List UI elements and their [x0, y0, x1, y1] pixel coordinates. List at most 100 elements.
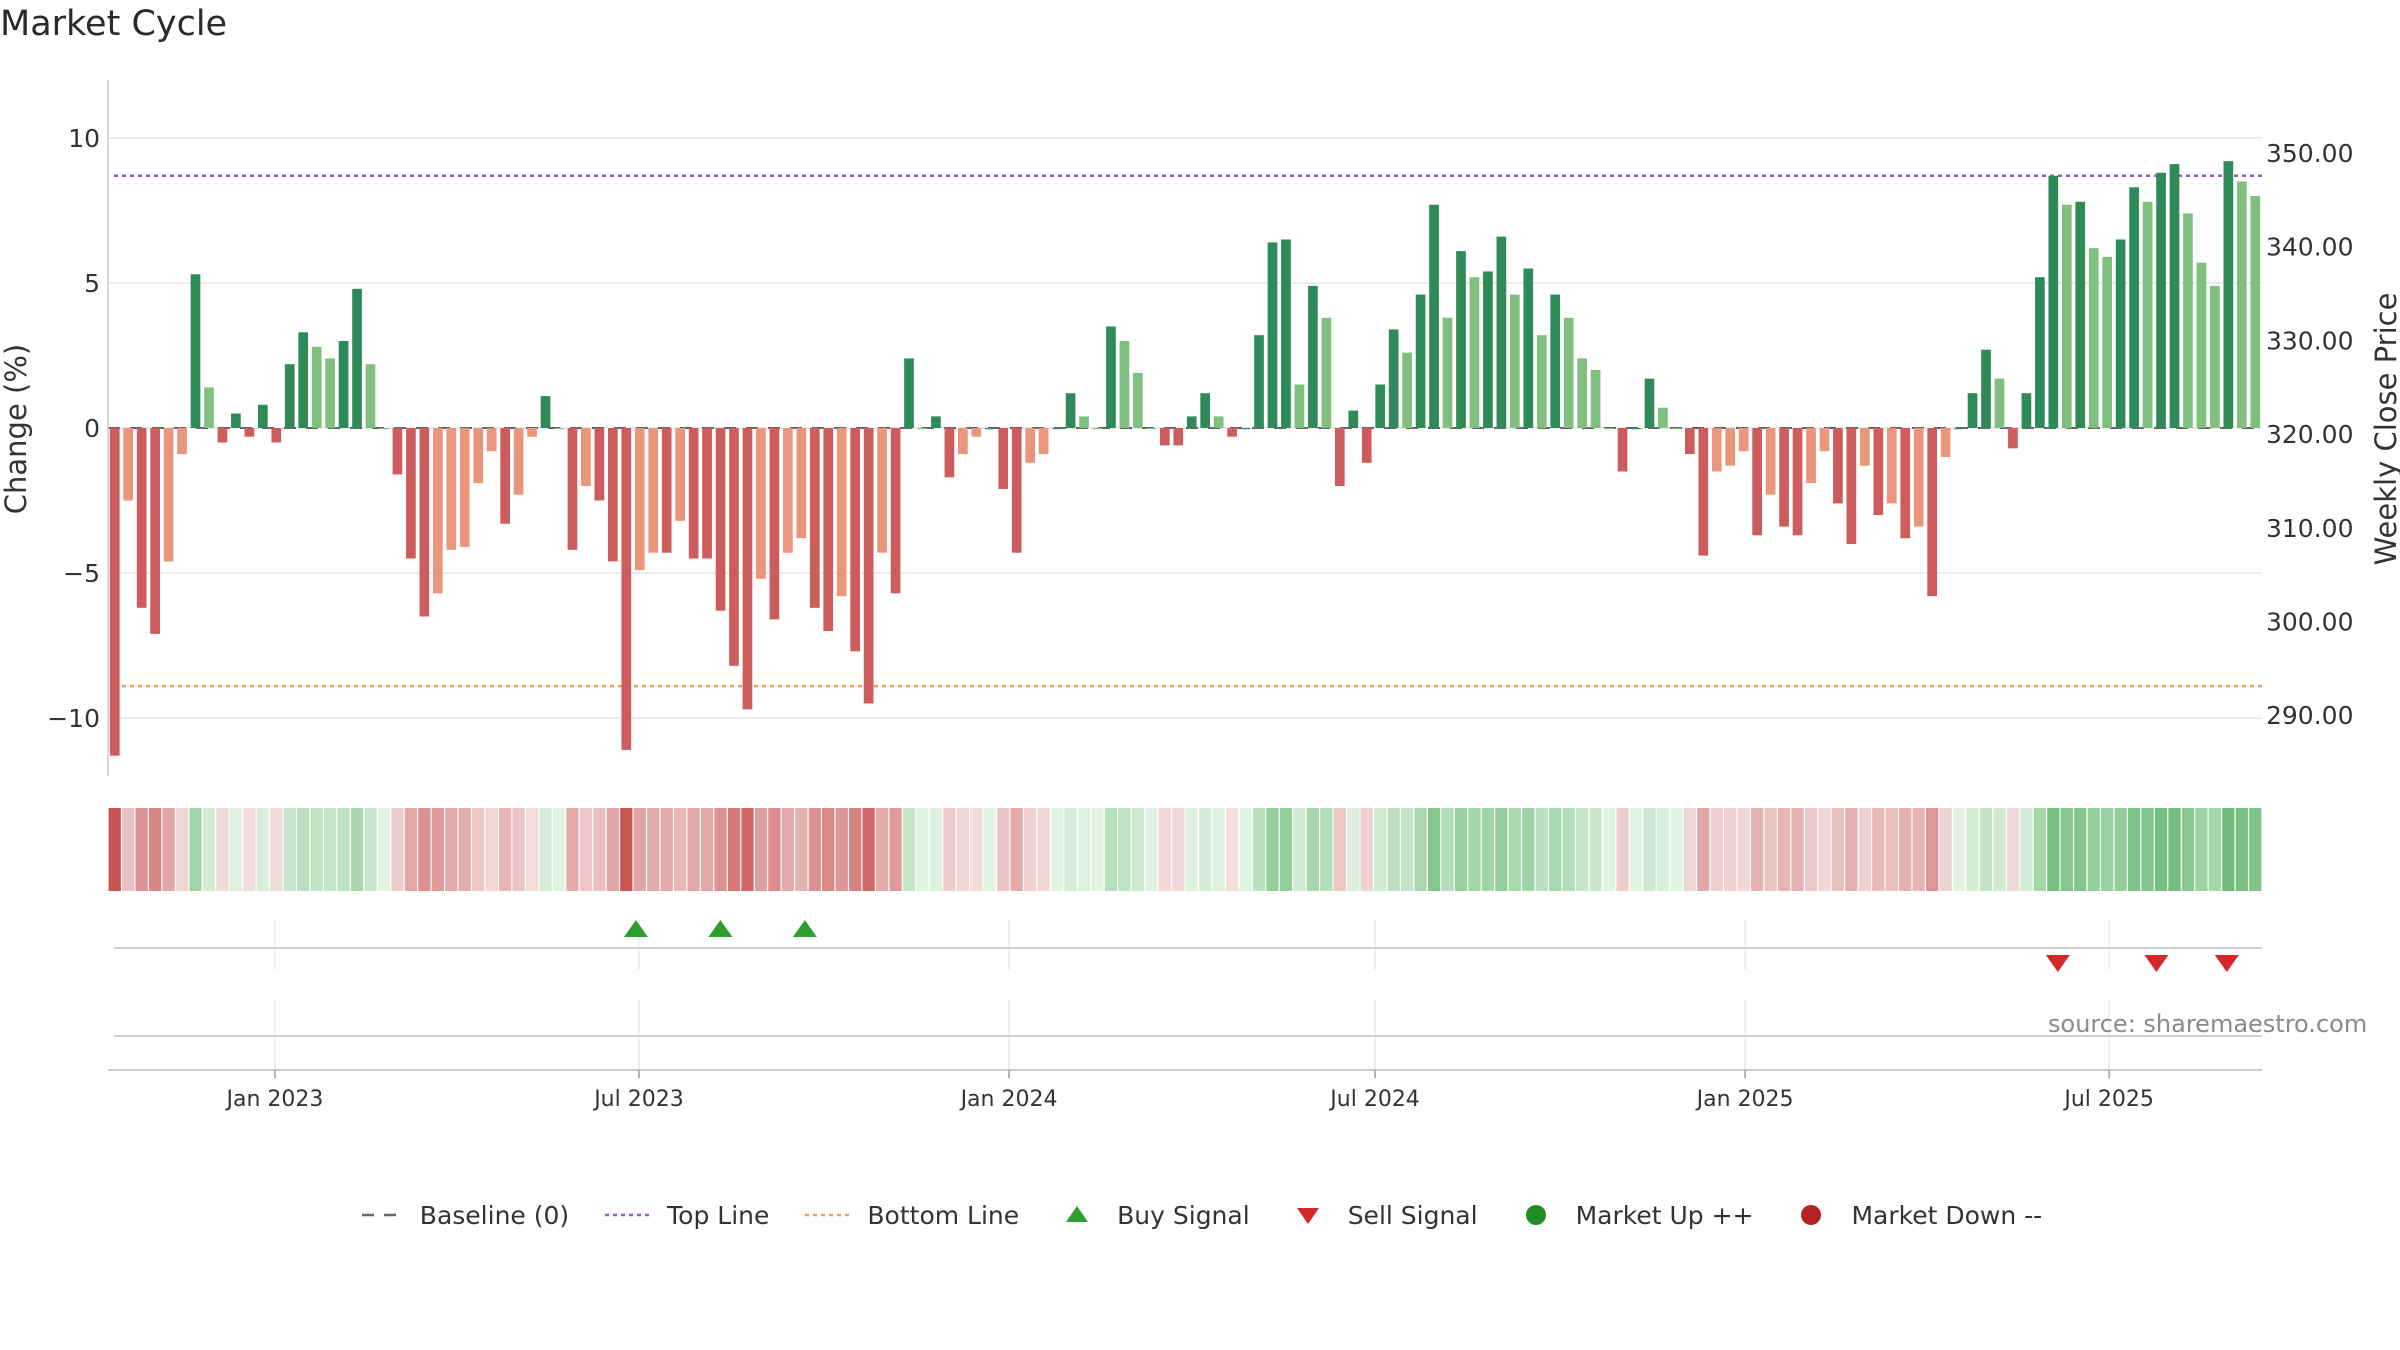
heat-strip-cell — [593, 808, 606, 891]
heat-strip-cell — [283, 808, 296, 891]
reference-lines — [108, 174, 2262, 688]
heat-strip-cell — [1629, 808, 1643, 891]
weekly-change-bar — [823, 428, 834, 631]
weekly-change-bar — [877, 428, 887, 553]
weekly-change-bar — [1725, 428, 1736, 466]
heat-strip-cell — [1670, 808, 1683, 891]
weekly-change-bar — [984, 428, 995, 430]
heat-strip-cell — [404, 808, 418, 891]
legend-item-mup: Market Up ++ — [1506, 1200, 1753, 1230]
signal-markers — [114, 920, 2262, 1037]
weekly-change-bar — [1779, 428, 1789, 527]
weekly-change-bar — [1240, 428, 1251, 430]
weekly-change-bar — [1833, 428, 1843, 504]
heat-strip-cell — [1656, 808, 1670, 891]
heat-strip-cell — [606, 808, 619, 891]
weekly-change-bar — [2223, 161, 2234, 428]
heat-strip-cell — [1158, 808, 1171, 891]
gridlines — [108, 137, 2262, 1070]
legend-swatch-circle — [1801, 1205, 1822, 1225]
heat-strip-cell — [1131, 808, 1145, 891]
legend-swatch-dot — [605, 1213, 654, 1217]
weekly-change-bar — [661, 428, 672, 553]
weekly-change-bar — [1254, 335, 1264, 428]
heat-strip-cell — [1979, 808, 1993, 891]
y-axis-left-title: Change (%) — [0, 344, 33, 514]
legend-label: Market Down -- — [1851, 1200, 2043, 1230]
weekly-change-bar — [971, 428, 982, 437]
weekly-change-bar — [836, 428, 847, 597]
weekly-change-bar — [931, 416, 941, 428]
heat-strip-cell — [175, 808, 189, 891]
weekly-change-bar — [1106, 326, 1116, 428]
legend-label: Buy Signal — [1117, 1200, 1250, 1230]
weekly-change-bar — [1119, 341, 1130, 428]
legend-swatch-triangle-down — [1296, 1208, 1319, 1224]
heat-strip-cell — [687, 808, 700, 891]
heat-strip-cell — [1818, 808, 1831, 891]
heat-strip-cell — [2101, 808, 2114, 891]
weekly-change-bar — [1940, 428, 1951, 457]
heat-strip-cell — [2127, 808, 2141, 891]
legend-item-mdown: Market Down -- — [1781, 1200, 2042, 1230]
heat-strip-cell — [1791, 808, 1804, 891]
weekly-change-bar — [2021, 393, 2032, 428]
heat-strip-cell — [512, 808, 525, 891]
heat-strip-cell — [1306, 808, 1320, 891]
heat-strip-cell — [2181, 808, 2195, 891]
weekly-change-bar — [392, 428, 403, 475]
legend-swatch-dash — [361, 1213, 402, 1217]
heat-strip-cell — [1279, 808, 1293, 891]
weekly-change-bar — [1577, 358, 1587, 428]
heat-strip-cell — [431, 808, 444, 891]
y-right-tick-label: 350.00 — [2266, 139, 2353, 168]
weekly-change-bar — [1900, 428, 1911, 539]
weekly-change-bar — [527, 428, 537, 437]
y-left-tick-label: 0 — [84, 414, 100, 443]
weekly-change-bar — [109, 428, 120, 756]
weekly-change-bar — [1765, 428, 1776, 495]
heat-strip-cell — [1077, 808, 1091, 891]
weekly-change-bar — [567, 428, 578, 550]
heat-strip-cell — [956, 808, 969, 891]
legend-item-top: Top Line — [597, 1200, 769, 1230]
heat-strip-cell — [1589, 808, 1602, 891]
y-right-tick-label: 310.00 — [2266, 514, 2353, 543]
weekly-change-bar — [204, 387, 214, 428]
heat-strip-cell — [122, 808, 135, 891]
weekly-change-bar — [809, 428, 820, 608]
heat-strip-cell — [2222, 808, 2235, 891]
heat-strip-cell — [970, 808, 983, 891]
heat-strip-cell — [889, 808, 902, 891]
weekly-change-bar — [298, 332, 309, 428]
weekly-change-bar — [2035, 277, 2045, 428]
chart-title: Market Cycle — [0, 4, 228, 44]
weekly-change-bar — [1294, 384, 1305, 428]
buy-signal-marker — [792, 920, 817, 937]
weekly-change-bar — [163, 428, 174, 562]
heat-strip-cell — [1252, 808, 1266, 891]
heat-strip-cell — [2033, 808, 2046, 891]
weekly-change-bar — [419, 428, 430, 617]
heat-strip-cell — [1926, 808, 1939, 891]
weekly-change-bar — [2250, 196, 2261, 428]
heat-strip-cell — [1172, 808, 1185, 891]
heat-strip-cell — [1602, 808, 1616, 891]
weekly-change-bar — [459, 428, 470, 547]
weekly-change-bar — [1267, 242, 1278, 428]
heat-strip-cell — [1710, 808, 1723, 891]
weekly-change-bar — [1711, 428, 1722, 472]
heat-strip-cell — [1266, 808, 1279, 891]
weekly-change-bar — [729, 428, 739, 666]
weekly-change-bar — [1173, 428, 1184, 446]
sell-signal-marker — [2214, 955, 2239, 972]
heat-strip-cell — [1118, 808, 1131, 891]
weekly-change-bar — [2236, 181, 2247, 428]
heat-strip-cell — [781, 808, 794, 891]
weekly-change-bar — [1913, 428, 1924, 527]
weekly-change-bar — [2102, 256, 2113, 428]
heat-strip-cell — [310, 808, 323, 891]
weekly-change-bar — [540, 396, 551, 428]
weekly-change-bar — [1752, 428, 1763, 536]
bar-series — [109, 161, 2261, 756]
